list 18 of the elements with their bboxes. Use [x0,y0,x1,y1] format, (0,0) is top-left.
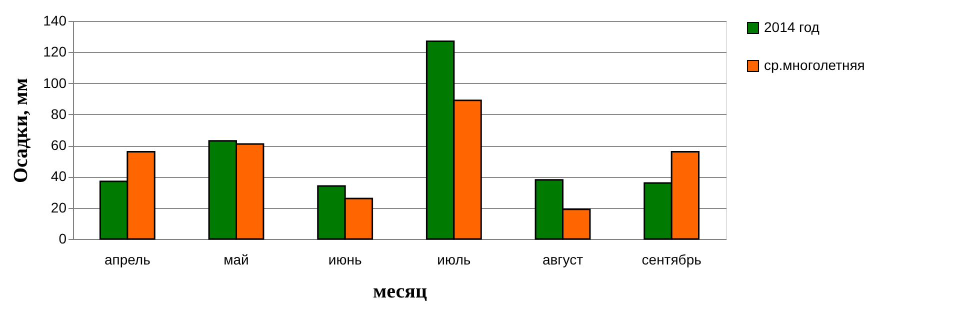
legend-label: ср.многолетняя [764,57,865,73]
y-tick-label: 40 [50,168,67,184]
x-tick-label: сентябрь [642,252,702,268]
y-tick-label: 20 [50,199,67,216]
x-tick-label: май [224,252,249,268]
y-axis-title: Осадки, мм [10,78,32,184]
y-tick-label: 100 [43,74,67,91]
y-tick-label: 60 [50,137,67,154]
y-tick-label: 0 [58,230,67,246]
y-tick-label: 140 [43,12,67,28]
x-tick-label: апрель [104,252,150,268]
y-tick-label: 120 [43,44,67,60]
y-tick-label: 80 [50,106,67,122]
x-tick-label: июнь [328,252,362,268]
x-tick-label: июль [437,252,471,268]
legend-label: 2014 год [764,19,820,35]
x-axis-title: месяц [373,280,428,302]
x-tick-label: август [542,252,584,268]
